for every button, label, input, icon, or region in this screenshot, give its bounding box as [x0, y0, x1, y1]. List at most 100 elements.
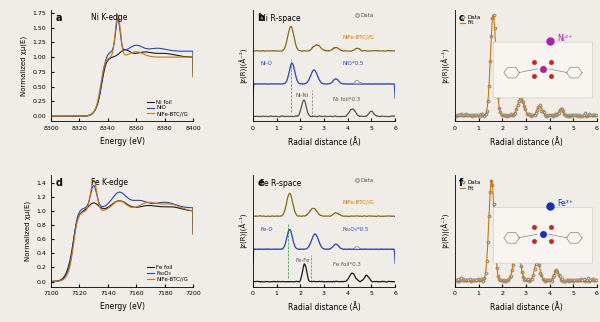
NiFe-BTC//G — [151, 55, 158, 59]
Text: Ni R-space: Ni R-space — [260, 14, 301, 23]
Line: NiFe-BTC//G: NiFe-BTC//G — [51, 15, 193, 116]
Line: Ni foil: Ni foil — [51, 50, 193, 116]
Text: Fe³⁺: Fe³⁺ — [557, 199, 573, 208]
NiO — [104, 54, 111, 58]
Fe foil — [94, 203, 101, 207]
NiO — [190, 71, 197, 75]
NiO — [151, 46, 158, 50]
Y-axis label: |z(R)|(Å⁻¹): |z(R)|(Å⁻¹) — [239, 48, 247, 83]
Line: Data: Data — [454, 179, 598, 283]
Text: e: e — [257, 178, 264, 188]
Text: a: a — [55, 13, 62, 23]
Text: Fe₂O₃*0.5: Fe₂O₃*0.5 — [343, 227, 369, 232]
Text: Fe-O: Fe-O — [260, 227, 272, 232]
Line: Fe₂O₃: Fe₂O₃ — [51, 185, 193, 281]
Y-axis label: |z(R)|(Å⁻¹): |z(R)|(Å⁻¹) — [440, 48, 449, 83]
Data — [490, 14, 497, 17]
X-axis label: Radial distance (Å): Radial distance (Å) — [490, 137, 562, 147]
NiFe-BTC//G — [151, 201, 158, 205]
Text: Data: Data — [361, 13, 374, 18]
Data — [489, 183, 496, 186]
NiFe-BTC//G — [190, 75, 197, 79]
Fit — [593, 114, 600, 118]
Text: d: d — [55, 178, 62, 188]
Fit — [451, 114, 458, 118]
Data — [541, 279, 548, 282]
Fit — [488, 178, 495, 182]
NiFe-BTC//G — [65, 270, 72, 274]
Ni foil — [65, 114, 72, 118]
Fe₂O₃ — [47, 279, 55, 283]
NiO — [137, 44, 145, 48]
Fe foil — [151, 204, 158, 208]
NiFe-BTC//G — [104, 58, 111, 62]
Fit — [568, 279, 575, 283]
Data — [484, 99, 491, 102]
Line: Data: Data — [454, 14, 598, 117]
Legend: Fe foil, Fe₂O₃, NiFe-BTC//G: Fe foil, Fe₂O₃, NiFe-BTC//G — [145, 263, 190, 284]
Line: NiO: NiO — [51, 19, 193, 116]
FancyBboxPatch shape — [493, 207, 593, 263]
Fe foil — [190, 232, 197, 236]
Text: f: f — [459, 178, 463, 188]
Ni foil — [190, 75, 197, 79]
Text: NiFe-BTC//G: NiFe-BTC//G — [343, 35, 374, 40]
Data — [593, 113, 600, 117]
Text: Ni-O: Ni-O — [260, 62, 272, 66]
Fe₂O₃ — [190, 231, 197, 234]
Fe foil — [65, 266, 72, 270]
Line: Fit: Fit — [455, 180, 597, 281]
Text: Fe K-edge: Fe K-edge — [91, 178, 128, 187]
X-axis label: Radial distance (Å): Radial distance (Å) — [287, 137, 361, 147]
Data — [593, 278, 600, 282]
NiFe-BTC//G — [65, 114, 72, 118]
FancyBboxPatch shape — [493, 42, 593, 98]
X-axis label: Energy (eV): Energy (eV) — [100, 302, 145, 311]
NiO — [47, 114, 55, 118]
Line: Fit: Fit — [455, 15, 597, 116]
Text: Fe foil*0.3: Fe foil*0.3 — [332, 262, 361, 268]
Legend: Data, Fit: Data, Fit — [458, 178, 482, 193]
Data — [582, 114, 589, 118]
Y-axis label: |z(R)|(Å⁻¹): |z(R)|(Å⁻¹) — [239, 213, 247, 249]
NiFe-BTC//G — [90, 178, 97, 182]
Text: NiO*0.5: NiO*0.5 — [343, 62, 364, 66]
Fe₂O₃ — [94, 196, 101, 200]
Data — [574, 114, 581, 118]
Fit — [520, 275, 527, 279]
NiFe-BTC//G — [94, 101, 101, 105]
Data — [540, 110, 547, 114]
Fit — [519, 99, 526, 103]
Data — [502, 279, 509, 283]
Legend: Ni foil, NiO, NiFe-BTC//G: Ni foil, NiO, NiFe-BTC//G — [145, 98, 190, 118]
Data — [586, 112, 593, 116]
Data — [488, 179, 495, 183]
Text: Ni K-edge: Ni K-edge — [91, 13, 127, 22]
Text: Ni²⁺: Ni²⁺ — [557, 33, 572, 43]
Fe₂O₃ — [137, 199, 145, 203]
NiFe-BTC//G — [94, 196, 101, 200]
Data — [451, 279, 458, 282]
Fe foil — [116, 199, 123, 203]
Ni foil — [47, 114, 55, 118]
Fit — [590, 279, 598, 283]
Data — [571, 113, 578, 117]
Fe foil — [137, 205, 145, 209]
NiFe-BTC//G — [104, 207, 111, 211]
Fe₂O₃ — [104, 202, 111, 206]
Line: Fe foil: Fe foil — [51, 201, 193, 281]
Data — [484, 240, 491, 243]
NiFe-BTC//G — [47, 114, 55, 118]
X-axis label: Radial distance (Å): Radial distance (Å) — [287, 302, 361, 312]
NiO — [94, 103, 101, 107]
Legend: Data, Fit: Data, Fit — [458, 13, 482, 28]
Fe₂O₃ — [90, 184, 97, 187]
Fit — [519, 272, 526, 276]
Y-axis label: Normalized χμ(E): Normalized χμ(E) — [24, 201, 31, 261]
Fe foil — [104, 206, 111, 210]
Text: c: c — [459, 13, 465, 23]
Ni foil — [151, 51, 158, 55]
Y-axis label: |z(R)|(Å⁻¹): |z(R)|(Å⁻¹) — [440, 213, 449, 249]
Text: Fe R-space: Fe R-space — [260, 179, 301, 188]
Data — [575, 278, 583, 282]
